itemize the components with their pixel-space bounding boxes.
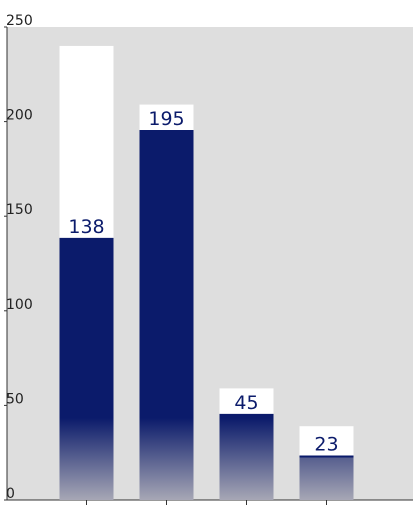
y-tick-label: 50 — [6, 391, 24, 407]
y-tick-label: 150 — [6, 202, 33, 218]
bar — [59, 238, 114, 501]
y-tick-label: 250 — [6, 13, 33, 29]
value-label: 45 — [234, 392, 258, 414]
bar — [219, 414, 274, 500]
y-tick-label: 200 — [6, 108, 33, 124]
bar — [299, 456, 354, 500]
bar — [139, 131, 194, 500]
value-label: 138 — [68, 216, 104, 238]
value-label: 23 — [314, 433, 338, 455]
y-tick-label: 100 — [6, 297, 33, 313]
value-label: 195 — [148, 108, 184, 130]
y-tick-label: 0 — [6, 486, 15, 502]
